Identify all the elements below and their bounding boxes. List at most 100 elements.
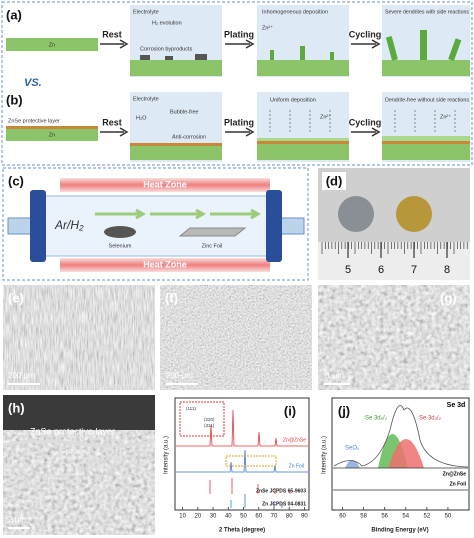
xps-traces bbox=[333, 405, 469, 491]
x-label: 2 Theta (degree) bbox=[219, 528, 265, 534]
sem-top bbox=[3, 395, 155, 430]
label: Zn²⁺ bbox=[320, 113, 331, 120]
x-tick-label: 40 bbox=[225, 514, 232, 520]
ruler-label: 5 bbox=[345, 264, 351, 276]
label: Bubble-free bbox=[170, 109, 198, 115]
label: H₂O bbox=[136, 115, 147, 121]
peak-label: Se 3d₅/₂ bbox=[365, 416, 388, 422]
step: Plating bbox=[224, 29, 254, 39]
label: Inhomogeneous deposition bbox=[262, 9, 328, 15]
panel-label: (a) bbox=[6, 7, 22, 22]
panel-label: (c) bbox=[8, 173, 24, 188]
heat-label: Heat Zone bbox=[143, 259, 187, 269]
trace-label: Zn@ZnSe bbox=[443, 471, 466, 477]
panel-label: (h) bbox=[8, 400, 25, 415]
panel-label: (g) bbox=[440, 290, 457, 305]
ruler-label: 8 bbox=[444, 264, 450, 276]
x-tick-label: 90 bbox=[301, 514, 308, 520]
label: Selenium bbox=[109, 243, 132, 249]
plot-title: Se 3d bbox=[447, 402, 466, 409]
scale-label: 200 μm bbox=[8, 371, 35, 380]
label: Electrolyte bbox=[133, 9, 159, 15]
zn-text: Zn bbox=[49, 42, 55, 48]
axis-ticks: 10 20 30 40 50 60 70 80 90 60 58 56 54 52 50 bbox=[179, 507, 452, 520]
label: H₂ evolution bbox=[152, 20, 182, 26]
label: Corrosion byproducts bbox=[140, 46, 193, 52]
trace-label: Zn@ZnSe bbox=[283, 437, 306, 443]
peak-label: (220) bbox=[204, 417, 215, 422]
x-tick-label: 52 bbox=[424, 514, 431, 520]
step: Rest bbox=[102, 117, 122, 127]
label: Uniform deposition bbox=[270, 97, 316, 103]
ruler-label: 6 bbox=[378, 264, 384, 276]
schematic-b bbox=[100, 92, 470, 162]
panel-label: (e) bbox=[8, 290, 24, 305]
trace-label: ZnSe JCPDS 65-9603 bbox=[256, 488, 306, 494]
sem-image bbox=[318, 285, 470, 390]
znse-layer bbox=[6, 126, 98, 129]
trace-label: Zn Foil bbox=[450, 481, 467, 487]
label: ZnSe protective layer bbox=[30, 426, 115, 436]
trace-label: Zn JCPDS 04-0831 bbox=[262, 501, 306, 507]
label: Dendrite-free without side reactions bbox=[385, 97, 469, 103]
label: ~500 nm bbox=[62, 450, 86, 456]
layer-edge bbox=[2, 438, 156, 448]
x-tick-label: 50 bbox=[240, 514, 247, 520]
panel-label: (j) bbox=[338, 403, 350, 418]
zn-text: Zn bbox=[49, 132, 55, 138]
tube-furnace bbox=[7, 190, 305, 262]
x-tick-label: 80 bbox=[286, 514, 293, 520]
panel-label: (i) bbox=[284, 403, 296, 418]
label: Electrolyte bbox=[133, 96, 159, 102]
heat-label: Heat Zone bbox=[143, 179, 187, 189]
heat-zone bbox=[60, 178, 270, 192]
x-tick-label: 60 bbox=[255, 514, 262, 520]
x-tick-label: 54 bbox=[402, 514, 409, 520]
heat-zone bbox=[60, 258, 270, 272]
label-box bbox=[322, 172, 346, 190]
step: Rest bbox=[102, 29, 122, 39]
ruler-ticks: 5 6 7 8 bbox=[321, 242, 468, 276]
label: ZnSe protective layer bbox=[8, 118, 60, 124]
y-label: Intensity (a.u.) bbox=[322, 436, 328, 474]
x-tick-label: 58 bbox=[360, 514, 367, 520]
panel-label: (b) bbox=[6, 92, 23, 107]
x-tick-label: 10 bbox=[179, 514, 186, 520]
vs-text: VS. bbox=[24, 77, 42, 89]
peak-label: (111) bbox=[186, 406, 196, 411]
xrd-traces bbox=[176, 401, 308, 508]
coin bbox=[338, 196, 374, 232]
label: Zinc Foil bbox=[202, 243, 223, 249]
x-tick-label: 70 bbox=[271, 514, 278, 520]
schematic-a bbox=[100, 5, 470, 77]
x-label: Binding Energy (eV) bbox=[371, 528, 428, 534]
step: Cycling bbox=[349, 117, 382, 127]
panel-frame bbox=[2, 167, 309, 281]
step: Cycling bbox=[349, 29, 382, 39]
peak-label: SeOₓ bbox=[345, 446, 359, 452]
label: Severe dendrites with side reactions bbox=[385, 9, 469, 15]
ruler bbox=[318, 242, 470, 280]
panel-frame bbox=[1, 1, 473, 166]
ruler-label: 7 bbox=[411, 264, 417, 276]
step: Plating bbox=[224, 117, 254, 127]
panel-label: (f) bbox=[165, 290, 178, 305]
panel-label: (d) bbox=[326, 173, 343, 188]
scale-label: 2 μm bbox=[8, 515, 26, 524]
coin bbox=[396, 196, 432, 232]
x-tick-label: 56 bbox=[381, 514, 388, 520]
trace-label: Zn Foil bbox=[289, 463, 304, 469]
gas-label: Ar/H₂ bbox=[54, 218, 84, 232]
peak-label: Se 3d₃/₂ bbox=[419, 416, 442, 422]
scale-label: 200 μm bbox=[166, 371, 193, 380]
x-tick-label: 50 bbox=[445, 514, 452, 520]
label: Zn²⁺ bbox=[262, 24, 273, 31]
plot-frame bbox=[174, 397, 310, 511]
sem-image bbox=[3, 285, 155, 390]
x-tick-label: 30 bbox=[210, 514, 217, 520]
zn-bar bbox=[6, 38, 98, 51]
sem-image bbox=[160, 285, 312, 390]
zn-bar bbox=[6, 129, 98, 141]
x-tick-label: 60 bbox=[339, 514, 346, 520]
